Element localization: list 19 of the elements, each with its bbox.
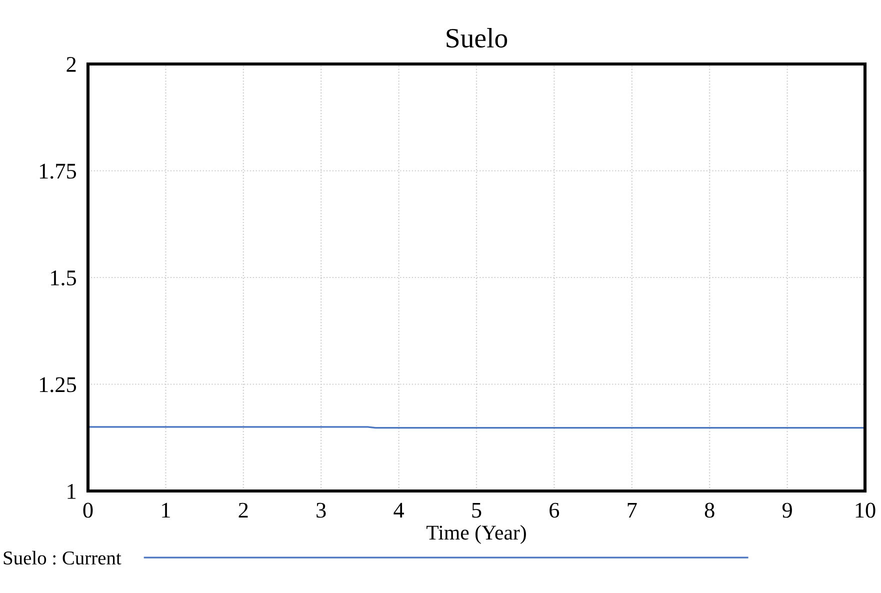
text: Suelo : Current (4, 550, 122, 565)
y-tick-label: 1.5 (51, 270, 76, 286)
x-tick-label: 8 (704, 502, 714, 518)
x-tick-label: 5 (472, 502, 482, 518)
x-tick-label: 4 (394, 502, 404, 518)
x-tick-label: 9 (782, 502, 792, 518)
x-tick-label: 1 (162, 502, 170, 518)
x-tick-label: 7 (628, 502, 637, 518)
chart-title: Suelo (446, 28, 508, 48)
x-tick-label: 2 (238, 502, 248, 518)
x-tick-label: 6 (550, 502, 560, 518)
y-tick-label: 2 (66, 56, 76, 72)
y-tick-label: 1.75 (40, 164, 76, 179)
x-axis-title: Time (Year) (426, 525, 526, 544)
y-tick-label: 1.25 (40, 377, 76, 392)
x-tick-label: 10 (856, 502, 876, 518)
x-tick-label: 3 (316, 502, 326, 518)
x-tick-label: 0 (83, 502, 93, 518)
y-tick-label: 1 (68, 484, 76, 499)
